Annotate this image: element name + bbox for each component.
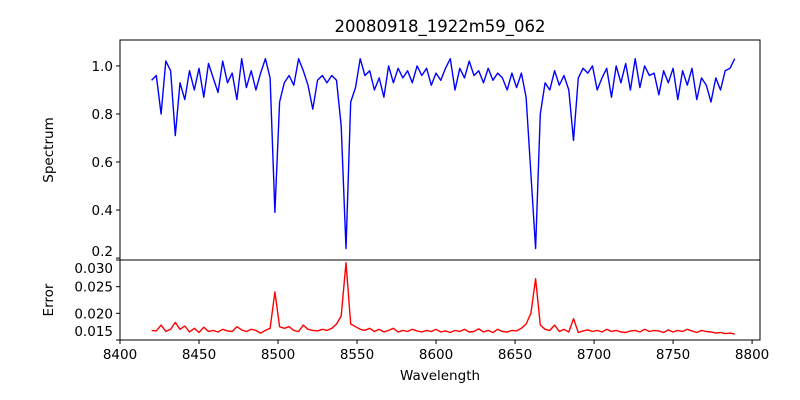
x-tick-label: 8650	[498, 347, 532, 363]
x-tick-label: 8450	[182, 347, 216, 363]
x-tick-label: 8800	[735, 347, 769, 363]
x-tick-label: 8700	[577, 347, 611, 363]
y-tick-label: 1.0	[92, 59, 113, 75]
y-tick-label: 0.020	[74, 306, 113, 322]
y-tick-label: 0.025	[74, 280, 113, 296]
x-tick-label: 8400	[103, 347, 137, 363]
spectrum-axes: 0.2 0.4 0.6 0.8 1.0	[92, 39, 761, 261]
x-axis-label: Wavelength	[400, 368, 480, 384]
y-tick-label: 0.015	[74, 324, 113, 340]
x-tick-label: 8550	[340, 347, 374, 363]
series-line	[151, 58, 736, 250]
x-tick-label: 8600	[419, 347, 453, 363]
axes-frame	[119, 259, 761, 341]
y-tick-label: 0.030	[74, 261, 113, 277]
chart-title: 20080918_1922m59_062	[334, 17, 545, 37]
y-tick-label: 0.4	[92, 203, 113, 219]
x-tick-label: 8750	[656, 347, 690, 363]
error-axes: 0.015 0.020 0.025 0.030 8400 8450 8500 8550 8600…	[74, 259, 769, 363]
y-tick-label: 0.8	[92, 107, 113, 123]
x-tick-label: 8500	[261, 347, 295, 363]
y-tick-label: 0.6	[92, 155, 113, 171]
y-axis-label-spectrum: Spectrum	[41, 117, 57, 182]
series-line	[151, 262, 735, 335]
y-axis-label-error: Error	[41, 283, 57, 316]
y-tick-label: 0.2	[92, 244, 113, 260]
